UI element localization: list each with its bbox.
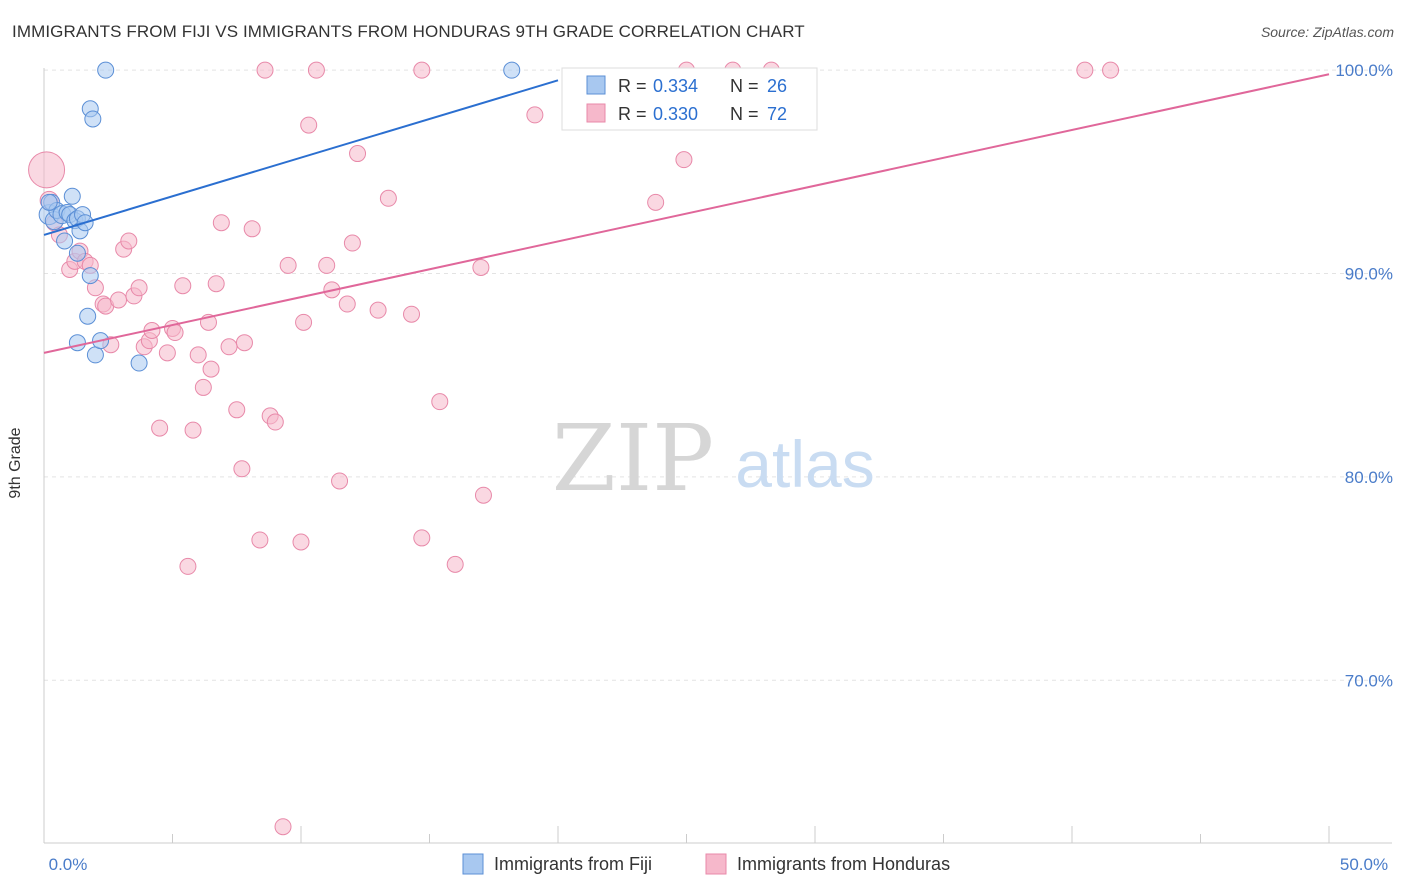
honduras-point bbox=[228, 401, 246, 419]
honduras-point bbox=[279, 256, 297, 274]
honduras-point bbox=[349, 145, 367, 163]
gridlines bbox=[44, 69, 1392, 681]
honduras-point bbox=[647, 193, 665, 211]
legend-fiji-r-label: R = bbox=[618, 76, 647, 96]
honduras-point bbox=[343, 234, 361, 252]
honduras-point bbox=[158, 344, 176, 362]
honduras-point bbox=[379, 189, 397, 207]
honduras-point bbox=[1102, 61, 1120, 79]
y-tick-label: 90.0% bbox=[1345, 265, 1393, 284]
honduras-point bbox=[251, 531, 269, 549]
honduras-point bbox=[151, 419, 169, 437]
honduras-point bbox=[338, 295, 356, 313]
honduras-point bbox=[110, 291, 128, 309]
honduras-point bbox=[194, 378, 212, 396]
legend-honduras-n-label: N = bbox=[730, 104, 759, 124]
series-legend-fiji-label: Immigrants from Fiji bbox=[494, 854, 652, 874]
honduras-point bbox=[184, 421, 202, 439]
watermark-atlas: atlas bbox=[735, 427, 874, 501]
y-tick-label: 100.0% bbox=[1335, 61, 1393, 80]
legend-fiji-swatch bbox=[586, 75, 606, 95]
honduras-point bbox=[28, 151, 66, 189]
fiji-point bbox=[68, 244, 86, 262]
honduras-point bbox=[235, 334, 253, 352]
honduras-point bbox=[274, 818, 292, 836]
fiji-point bbox=[97, 61, 115, 79]
honduras-point bbox=[166, 324, 184, 342]
y-tick-label: 70.0% bbox=[1345, 671, 1393, 690]
stats-legend: R = 0.334 N = 26 R = 0.330 N = 72 bbox=[561, 67, 818, 131]
honduras-point bbox=[130, 279, 148, 297]
series-legend-honduras-label: Immigrants from Honduras bbox=[737, 854, 950, 874]
honduras-point bbox=[403, 305, 421, 323]
fiji-point bbox=[40, 193, 58, 211]
legend-honduras-swatch bbox=[586, 103, 606, 123]
fiji-point bbox=[79, 307, 97, 325]
honduras-point bbox=[233, 460, 251, 478]
axes bbox=[43, 68, 1392, 844]
honduras-point bbox=[369, 301, 387, 319]
fiji-point bbox=[503, 61, 521, 79]
honduras-point bbox=[1076, 61, 1094, 79]
y-tick-labels: 70.0% 80.0% 90.0% 100.0% bbox=[1335, 61, 1393, 690]
chart-title: IMMIGRANTS FROM FIJI VS IMMIGRANTS FROM … bbox=[12, 22, 805, 41]
honduras-point bbox=[331, 472, 349, 490]
fiji-point bbox=[56, 232, 74, 250]
source-credit: Source: ZipAtlas.com bbox=[1260, 24, 1394, 40]
honduras-point bbox=[446, 555, 464, 573]
honduras-point bbox=[202, 360, 220, 378]
fiji-point bbox=[81, 267, 99, 285]
x-tick-label-min: 0.0% bbox=[49, 855, 88, 874]
series-legend: Immigrants from Fiji Immigrants from Hon… bbox=[462, 853, 950, 875]
watermark-zip: ZIP bbox=[552, 405, 714, 512]
trend-lines bbox=[43, 73, 1330, 354]
watermark: ZIP atlas bbox=[552, 405, 875, 512]
series-legend-honduras-swatch bbox=[705, 853, 727, 875]
honduras-point bbox=[292, 533, 310, 551]
legend-fiji-r-value: 0.334 bbox=[653, 76, 698, 96]
legend-honduras-r-value: 0.330 bbox=[653, 104, 698, 124]
legend-fiji-n-label: N = bbox=[730, 76, 759, 96]
legend-honduras-n-value: 72 bbox=[767, 104, 787, 124]
fiji-points bbox=[38, 61, 521, 372]
honduras-point bbox=[413, 529, 431, 547]
honduras-point bbox=[295, 313, 313, 331]
series-legend-fiji-swatch bbox=[462, 853, 484, 875]
honduras-point bbox=[472, 258, 490, 276]
honduras-point bbox=[474, 486, 492, 504]
honduras-point bbox=[243, 220, 261, 238]
fiji-point bbox=[86, 346, 104, 364]
fiji-point bbox=[63, 187, 81, 205]
fiji-trend-line bbox=[43, 79, 559, 236]
honduras-point bbox=[431, 393, 449, 411]
honduras-point bbox=[120, 232, 138, 250]
honduras-point bbox=[318, 256, 336, 274]
legend-fiji-n-value: 26 bbox=[767, 76, 787, 96]
fiji-point bbox=[84, 110, 102, 128]
honduras-point bbox=[220, 338, 238, 356]
honduras-point bbox=[179, 557, 197, 575]
honduras-point bbox=[307, 61, 325, 79]
honduras-point bbox=[189, 346, 207, 364]
honduras-point bbox=[675, 151, 693, 169]
fiji-point bbox=[130, 354, 148, 372]
x-tick-labels: 0.0% 50.0% bbox=[49, 855, 1388, 874]
x-tick-label-max: 50.0% bbox=[1340, 855, 1388, 874]
fiji-point bbox=[68, 334, 86, 352]
honduras-point bbox=[174, 277, 192, 295]
honduras-point bbox=[256, 61, 274, 79]
honduras-point bbox=[266, 413, 284, 431]
honduras-point bbox=[526, 106, 544, 124]
honduras-point bbox=[413, 61, 431, 79]
honduras-point bbox=[300, 116, 318, 134]
honduras-point bbox=[207, 275, 225, 293]
legend-honduras-r-label: R = bbox=[618, 104, 647, 124]
y-tick-label: 80.0% bbox=[1345, 468, 1393, 487]
honduras-point bbox=[212, 214, 230, 232]
honduras-trend-line bbox=[43, 73, 1330, 354]
